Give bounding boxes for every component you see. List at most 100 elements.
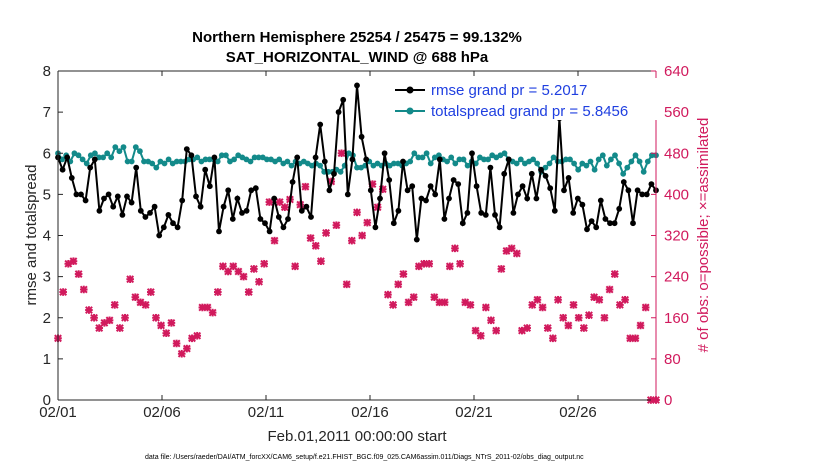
chart-title-line2: SAT_HORIZONTAL_WIND @ 688 hPa [226,49,489,66]
totalspread-point [137,148,143,155]
rmse-point [91,156,98,163]
obs-count-point [554,295,562,304]
obs-count-point [260,259,269,268]
rmse-point [538,166,544,173]
totalspread-point [288,162,295,169]
rmse-point [469,150,475,157]
totalspread-point [640,168,647,175]
obs-count-point [621,295,629,304]
rmse-point [165,212,172,218]
rmse-point [372,224,379,231]
rmse-point [579,201,586,208]
rmse-point [441,216,448,222]
totalspread-point [247,158,254,165]
totalspread-point [530,156,536,163]
totalspread-point [636,158,643,165]
rmse-point [381,150,388,157]
totalspread-point [452,160,459,167]
y-right-tick-label: 0 [664,392,672,409]
rmse-point [73,191,80,198]
rmse-point [496,224,503,231]
totalspread-point [583,162,590,169]
rmse-point [404,187,411,194]
totalspread-point [587,158,594,165]
rmse-point [505,156,512,163]
y-left-tick-label: 2 [43,310,51,327]
totalspread-point [567,156,573,163]
obs-count-point [239,272,248,281]
totalspread-point [599,152,606,159]
rmse-point [455,181,462,188]
rmse-point [308,214,314,220]
obs-count-point [255,277,263,286]
obs-count-point [492,326,501,335]
rmse-point [377,195,383,202]
rmse-point [551,207,558,214]
obs-count-point [574,313,583,322]
totalspread-point [214,158,221,165]
obs-count-point [569,300,578,309]
rmse-point [648,181,655,188]
rmse-point [427,183,434,190]
obs-count-point [90,313,98,322]
totalspread-point [612,152,618,159]
rmse-point [597,197,604,204]
rmse-point [510,210,517,216]
obs-count-point [121,313,129,322]
rmse-point [326,187,333,194]
rmse-point [59,166,66,173]
obs-count-point [105,316,114,325]
rmse-point [289,179,296,185]
totalspread-point [108,154,115,161]
obs-count-point [600,313,609,322]
rmse-point [216,228,222,235]
rmse-point [225,187,232,194]
obs-count-point [208,308,217,317]
rmse-point [616,205,623,212]
obs-count-point [605,285,614,294]
totalspread-point [276,156,283,163]
totalspread-point [231,156,238,163]
totalspread-point [100,154,106,161]
rmse-point [252,185,259,192]
y-axis-label-left: rmse and totalspread [23,165,40,306]
x-tick-label: 02/16 [351,404,389,421]
totalspread-point [128,158,135,165]
totalspread-point [202,156,209,163]
obs-count-point [115,324,124,332]
totalspread-point [546,160,553,167]
obs-count-point [466,300,475,309]
totalspread-point [112,144,119,151]
rmse-point [386,177,393,183]
rmse-point [193,193,199,200]
y-left-tick-label: 5 [43,186,51,203]
y-right-tick-label: 640 [664,63,689,80]
totalspread-point [517,156,524,163]
obs-count-point [353,208,361,217]
rmse-point [436,156,443,163]
rmse-point [303,203,310,210]
rmse-point [593,224,600,231]
y-right-tick-label: 320 [664,228,689,245]
y-left-tick-label: 0 [43,392,51,409]
obs-count-point [456,259,465,268]
obs-count-point [481,303,490,312]
y-right-tick-label: 560 [664,104,689,121]
totalspread-point [628,158,635,165]
rmse-point [565,175,572,181]
y-right-tick-label: 160 [664,310,689,327]
obs-count-point [636,321,645,330]
totalspread-point [603,162,610,169]
rmse-point [602,216,609,222]
rmse-point [317,121,324,128]
plot-area [54,82,660,404]
rmse-point [179,197,186,204]
obs-count-point [182,344,191,353]
totalspread-point [317,162,323,169]
y-left-tick-label: 3 [43,269,51,286]
obs-count-point [85,306,93,314]
totalspread-point [284,158,291,165]
totalspread-point [464,162,471,169]
obs-count-point [270,236,279,245]
rmse-point [418,195,425,202]
